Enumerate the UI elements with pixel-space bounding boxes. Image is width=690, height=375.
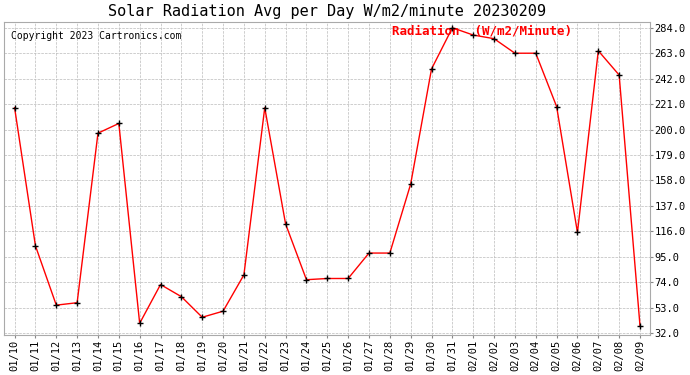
Text: Radiation  (W/m2/Minute): Radiation (W/m2/Minute) (392, 25, 572, 38)
Title: Solar Radiation Avg per Day W/m2/minute 20230209: Solar Radiation Avg per Day W/m2/minute … (108, 4, 546, 19)
Text: Copyright 2023 Cartronics.com: Copyright 2023 Cartronics.com (10, 31, 181, 41)
